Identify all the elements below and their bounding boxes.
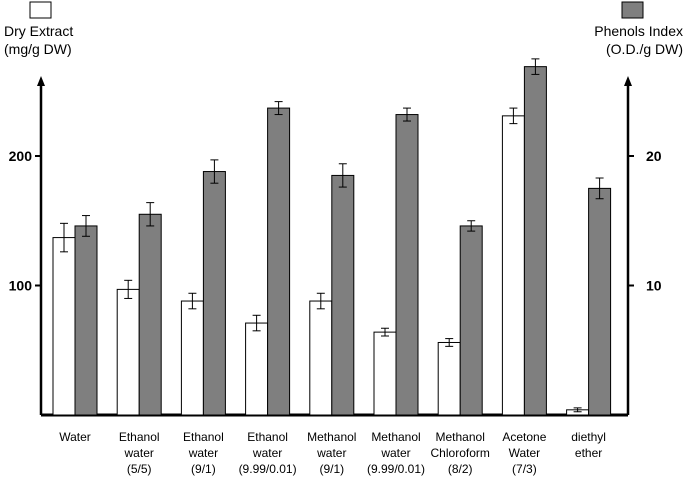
category-label: water <box>124 446 154 460</box>
bar-phenols-index <box>74 225 98 416</box>
category-label: (7/3) <box>512 462 537 476</box>
category-label: water <box>188 446 218 460</box>
bar-phenols-index <box>588 187 612 416</box>
bar-dry-extract <box>245 322 269 416</box>
legend-swatch-phenols-index <box>621 1 644 19</box>
category-label: Methanol <box>371 430 420 444</box>
left-tick-label: 200 <box>9 148 33 164</box>
category-label: Ethanol <box>247 430 288 444</box>
bar-phenols-index <box>331 174 355 416</box>
category-label: (9/1) <box>319 462 344 476</box>
bar-phenols-index <box>523 66 547 416</box>
category-label: Water <box>59 430 91 444</box>
category-label: Ethanol <box>183 430 224 444</box>
category-label: water <box>252 446 282 460</box>
right-axis-arrow <box>624 76 632 86</box>
bar-phenols-index <box>267 107 291 416</box>
category-label: (9/1) <box>191 462 216 476</box>
category-label: (5/5) <box>127 462 152 476</box>
bar-dry-extract <box>309 300 333 416</box>
category-label: (8/2) <box>448 462 473 476</box>
category-label: (9.99/0.01) <box>239 462 297 476</box>
legend-swatch-dry-extract <box>29 1 52 19</box>
bar-dry-extract <box>180 300 204 416</box>
bar-phenols-index <box>395 114 419 416</box>
left-axis-title: (mg/g DW) <box>4 41 72 57</box>
category-label: diethyl <box>571 430 606 444</box>
category-label: Chloroform <box>431 446 490 460</box>
bars <box>52 58 612 416</box>
bar-phenols-index <box>202 171 226 416</box>
bar-dry-extract <box>52 237 76 416</box>
left-tick-label: 100 <box>9 278 33 294</box>
right-axis-title: Phenols Index <box>594 23 683 39</box>
left-axis-title: Dry Extract <box>4 23 73 39</box>
category-label: ether <box>575 446 602 460</box>
right-tick-label: 10 <box>646 278 662 294</box>
bar-dry-extract <box>437 341 461 416</box>
category-label: water <box>380 446 410 460</box>
category-label: Water <box>509 446 541 460</box>
right-axis-title: (O.D./g DW) <box>606 41 683 57</box>
category-label: Methanol <box>307 430 356 444</box>
category-label: Ethanol <box>119 430 160 444</box>
bar-dry-extract <box>116 288 140 416</box>
category-label: water <box>316 446 346 460</box>
category-label: Acetone <box>502 430 546 444</box>
bar-phenols-index <box>459 225 483 416</box>
category-label: Methanol <box>436 430 485 444</box>
left-axis-arrow <box>37 76 45 86</box>
right-tick-label: 20 <box>646 148 662 164</box>
category-label: (9.99/0.01) <box>367 462 425 476</box>
bar-phenols-index <box>138 213 162 416</box>
bar-dry-extract <box>501 115 525 416</box>
bar-dry-extract <box>373 331 397 416</box>
labels: 100 200 10 20 Dry Extract (mg/g DW) Phenols In… <box>4 1 683 476</box>
